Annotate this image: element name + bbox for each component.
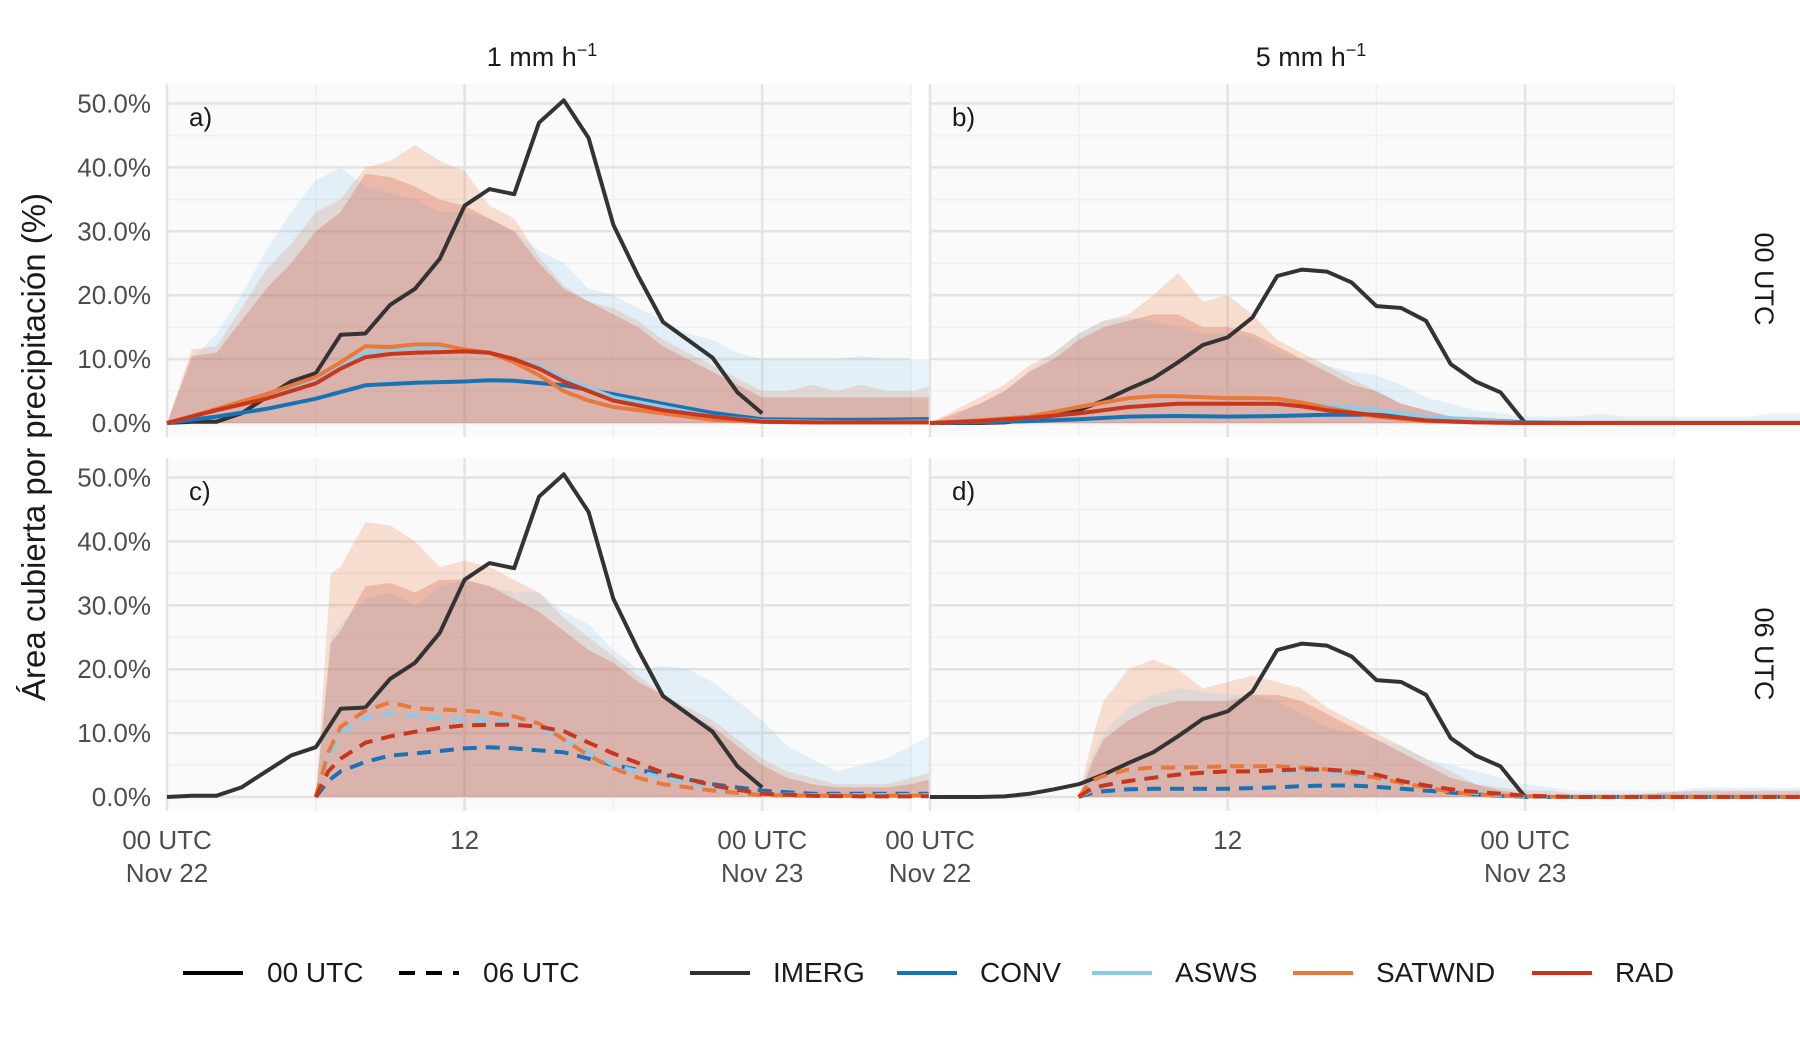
- x-tick-date-label: Nov 22: [889, 858, 971, 888]
- panel-tag: d): [952, 476, 975, 506]
- y-tick-label: 0.0%: [92, 782, 151, 812]
- x-tick-date-label: Nov 23: [1484, 858, 1566, 888]
- legend-label: ASWS: [1175, 957, 1257, 988]
- y-tick-label: 50.0%: [77, 89, 151, 119]
- band-satwnd: [315, 522, 1060, 797]
- panel-tag: b): [952, 102, 975, 132]
- legend-label: 00 UTC: [267, 957, 363, 988]
- line-rad: [929, 401, 1800, 425]
- panel-background: [930, 84, 1673, 437]
- panel-1: a): [165, 84, 1061, 437]
- x-tick-date-label: Nov 23: [721, 858, 803, 888]
- y-tick-label: 40.0%: [77, 152, 151, 182]
- line-imerg: [166, 472, 764, 799]
- panel-tag: c): [189, 476, 211, 506]
- col-strip-2: 5 mm h−1: [1256, 40, 1367, 72]
- line-rad: [1077, 767, 1800, 799]
- line-rad: [166, 349, 1060, 425]
- legend-label: RAD: [1615, 957, 1674, 988]
- band-asws: [315, 579, 1060, 797]
- band-satwnd: [930, 272, 1800, 423]
- legend-label: CONV: [980, 957, 1061, 988]
- band-asws: [167, 167, 1060, 423]
- y-tick-label: 30.0%: [77, 590, 151, 620]
- band-rad: [167, 173, 1060, 423]
- x-tick-label: 12: [450, 825, 479, 855]
- y-tick-label: 50.0%: [77, 463, 151, 493]
- y-tick-label: 20.0%: [77, 280, 151, 310]
- panel-4: d): [928, 458, 1800, 811]
- panel-tag: a): [189, 102, 212, 132]
- y-tick-label: 0.0%: [92, 408, 151, 438]
- band-rad: [315, 579, 1060, 797]
- y-tick-label: 10.0%: [77, 344, 151, 374]
- line-satwnd: [313, 700, 1060, 798]
- x-tick-label: 12: [1213, 825, 1242, 855]
- y-tick-label: 20.0%: [77, 654, 151, 684]
- legend-label: IMERG: [773, 957, 865, 988]
- x-tick-label: 00 UTC: [717, 825, 807, 855]
- row-strip-1: 00 UTC: [1749, 232, 1779, 325]
- x-tick-date-label: Nov 22: [126, 858, 208, 888]
- panel-background: [167, 84, 910, 437]
- band-satwnd: [1078, 659, 1800, 797]
- col-strip-1-exponent: −1: [577, 40, 598, 60]
- y-tick-label: 10.0%: [77, 718, 151, 748]
- line-rad: [314, 722, 1060, 799]
- y-tick-label: 30.0%: [77, 216, 151, 246]
- panel-3: c): [165, 458, 1060, 811]
- x-tick-label: 00 UTC: [885, 825, 975, 855]
- legend-label: SATWND: [1376, 957, 1495, 988]
- y-tick-label: 40.0%: [77, 526, 151, 556]
- panel-2: b): [928, 84, 1800, 437]
- x-tick-label: 00 UTC: [1480, 825, 1570, 855]
- legend-label: 06 UTC: [483, 957, 579, 988]
- y-axis-title: Área cubierta por precipitación (%): [15, 193, 52, 701]
- col-strip-1: 1 mm h−1: [487, 40, 598, 72]
- x-tick-label: 00 UTC: [122, 825, 212, 855]
- col-strip-2-exponent: −1: [1346, 40, 1367, 60]
- line-imerg: [930, 641, 1527, 799]
- row-strip-2: 06 UTC: [1749, 607, 1779, 700]
- legend: 00 UTC 06 UTC IMERG CONV ASWS SATWND RAD: [183, 957, 1674, 988]
- panel-background: [930, 458, 1673, 811]
